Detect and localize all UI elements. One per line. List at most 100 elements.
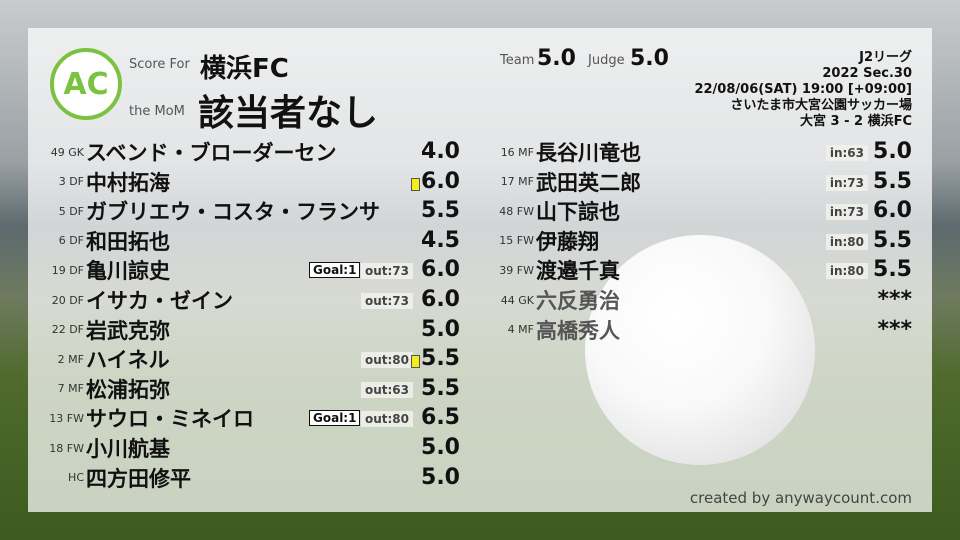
player-name: 長谷川竜也 (536, 141, 641, 165)
player-position: 7 MF (57, 382, 84, 396)
player-row: 22 DF 岩武克弥 (28, 316, 170, 344)
player-rating: 5.5 (421, 198, 460, 224)
player-rating: 4.5 (421, 227, 460, 253)
substitution-tag: in:80 (825, 233, 868, 250)
player-name: 六反勇治 (536, 289, 620, 313)
player-name: 和田拓也 (86, 229, 170, 254)
player-position: 4 MF (507, 323, 534, 337)
player-position: 20 DF (51, 293, 84, 307)
player-name: ガブリエウ・コスタ・フランサ (86, 200, 380, 225)
player-position: 48 FW (499, 204, 534, 218)
player-row: 6 DF 和田拓也 (28, 227, 170, 255)
player-rating: 5.0 (873, 139, 912, 164)
player-name: 伊藤翔 (536, 229, 599, 254)
substitution-tag: out:80 (360, 411, 413, 428)
goal-badge: Goal:1 (309, 262, 361, 279)
substitution-tag: in:63 (825, 145, 868, 161)
player-row: 13 FW サウロ・ミネイロ (28, 404, 254, 432)
judge-score: 5.0 (630, 46, 669, 71)
player-position: 19 DF (51, 263, 84, 277)
player-rating: 5.5 (873, 257, 912, 283)
logo-text: AC (63, 66, 109, 102)
league: J2リーグ (859, 50, 912, 65)
player-rating: 5.5 (873, 227, 912, 253)
mom-name: 該当者なし (198, 93, 379, 134)
anywaycount-logo: AC (50, 48, 122, 120)
player-rating: 4.0 (421, 139, 460, 164)
venue: さいたま市大宮公園サッカー場 (730, 98, 912, 113)
player-rating: 6.0 (421, 287, 460, 312)
player-row: 16 MF 長谷川竜也 (478, 138, 641, 166)
substitution-tag: in:73 (825, 204, 868, 221)
player-row: HC 四方田修平 (28, 464, 191, 492)
team-name: 横浜FC (200, 54, 289, 84)
player-name: 小川航基 (86, 437, 170, 461)
yellow-card-icon (411, 355, 420, 369)
match-info: J2リーグ 2022 Sec.30 22/08/06(SAT) 19:00 [+… (694, 50, 912, 130)
substitution-tag: out:73 (360, 293, 413, 309)
player-position: 2 MF (57, 352, 84, 366)
player-name: イサカ・ゼイン (86, 289, 233, 313)
player-rating: *** (877, 316, 912, 342)
score-for-label: Score For (129, 57, 190, 72)
player-position: 49 GK (50, 145, 84, 159)
player-position: 15 FW (499, 234, 534, 248)
player-row: 17 MF 武田英二郎 (478, 168, 641, 196)
datetime: 22/08/06(SAT) 19:00 [+09:00] (694, 82, 912, 97)
player-position: 5 DF (58, 204, 84, 218)
card-panel (28, 28, 932, 512)
player-position: 44 GK (500, 293, 534, 307)
player-rating: 5.0 (421, 435, 460, 460)
player-row: 2 MF ハイネル (28, 345, 170, 373)
player-name: 松浦拓弥 (86, 377, 170, 402)
player-row: 44 GK 六反勇治 (478, 286, 620, 314)
substitution-tag: out:63 (360, 381, 413, 398)
player-position: 6 DF (58, 234, 84, 248)
yellow-card-icon (411, 177, 420, 191)
substitution-tag: out:73 (360, 263, 413, 280)
player-row: 20 DF イサカ・ゼイン (28, 286, 233, 314)
player-position: 18 FW (49, 441, 84, 455)
team-score-label: Team (500, 53, 535, 68)
substitution-tag: in:73 (825, 174, 868, 191)
player-rating: *** (877, 287, 912, 312)
substitution-tag: out:80 (360, 352, 413, 369)
player-position: 39 FW (499, 263, 534, 277)
player-name: 高橋秀人 (536, 318, 620, 343)
player-rating: 5.5 (421, 375, 460, 401)
player-name: 中村拓海 (86, 170, 170, 195)
credit: created by anywaycount.com (689, 489, 912, 507)
player-row: 39 FW 渡邉千真 (478, 256, 620, 284)
player-row: 18 FW 小川航基 (28, 434, 170, 462)
player-name: 渡邉千真 (536, 259, 620, 284)
player-position: 3 DF (58, 175, 84, 189)
player-row: 48 FW 山下諒也 (478, 197, 620, 225)
player-rating: 5.0 (421, 464, 460, 490)
player-row: 3 DF 中村拓海 (28, 168, 170, 196)
player-rating: 6.0 (873, 198, 912, 224)
player-position: HC (68, 471, 84, 485)
player-row: 49 GK スベンド・ブローダーセン (28, 138, 337, 166)
player-position: 17 MF (500, 175, 534, 189)
judge-score-label: Judge (588, 53, 625, 68)
player-rating: 5.5 (873, 168, 912, 194)
player-rating: 6.5 (421, 405, 460, 431)
player-rating: 6.0 (421, 168, 460, 194)
team-score: 5.0 (537, 46, 576, 71)
player-name: 岩武克弥 (86, 318, 170, 343)
player-name: ハイネル (86, 348, 170, 373)
goal-badge: Goal:1 (309, 410, 361, 427)
player-row: 19 DF 亀川諒史 (28, 256, 170, 284)
mom-label: the MoM (129, 104, 185, 119)
player-name: 武田英二郎 (536, 170, 641, 195)
player-name: 亀川諒史 (86, 259, 170, 284)
result: 大宮 3 - 2 横浜FC (799, 114, 912, 129)
player-row: 7 MF 松浦拓弥 (28, 375, 170, 403)
player-name: サウロ・ミネイロ (86, 407, 254, 432)
player-name: 山下諒也 (536, 200, 620, 225)
player-row: 4 MF 高橋秀人 (478, 316, 620, 344)
player-name: 四方田修平 (86, 466, 191, 491)
player-position: 16 MF (500, 145, 534, 159)
player-position: 13 FW (49, 411, 84, 425)
player-position: 22 DF (51, 323, 84, 337)
